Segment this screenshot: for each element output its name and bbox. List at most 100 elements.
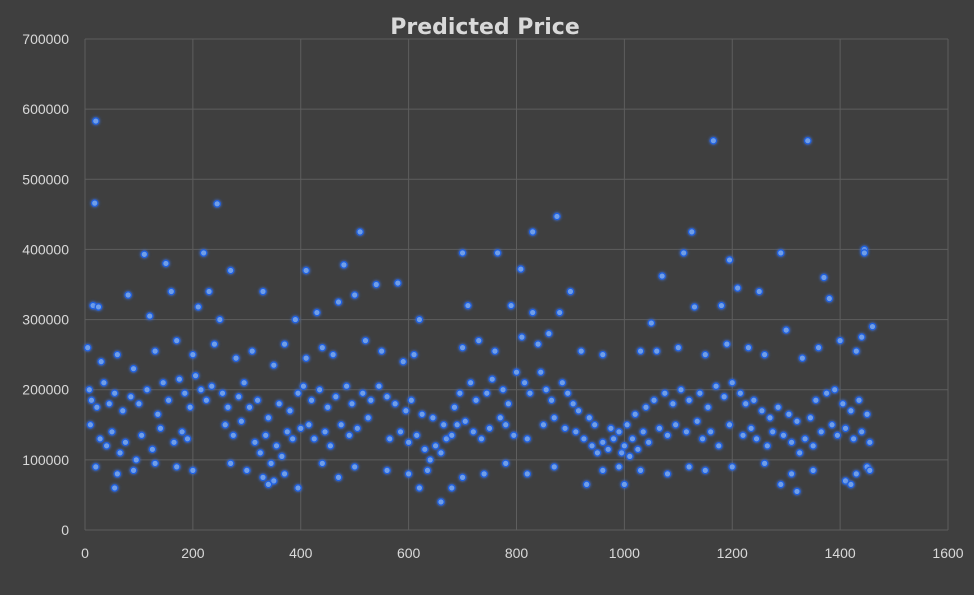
data-point (437, 498, 445, 506)
data-point (682, 427, 691, 436)
data-point (232, 354, 240, 362)
data-point (852, 470, 861, 478)
data-point (547, 396, 556, 405)
data-point (264, 480, 273, 489)
data-point (768, 427, 777, 436)
data-point (372, 280, 381, 289)
data-point (283, 427, 292, 436)
data-point (774, 403, 782, 412)
data-point (650, 396, 658, 405)
data-point (539, 420, 548, 429)
data-point (617, 449, 626, 457)
x-tick-label: 200 (181, 545, 205, 561)
data-point (364, 413, 372, 422)
data-point (461, 417, 470, 426)
data-point (91, 463, 100, 471)
data-point (118, 406, 127, 415)
data-point (728, 463, 737, 471)
data-point (375, 382, 383, 391)
data-point (693, 417, 701, 426)
data-point (407, 396, 416, 405)
y-tick-label: 0 (61, 522, 69, 538)
data-point (534, 340, 542, 348)
data-point (833, 431, 842, 440)
data-point (318, 459, 327, 468)
data-point (857, 427, 866, 436)
data-point (493, 249, 502, 257)
data-point (264, 413, 273, 422)
y-tick-label: 700000 (22, 31, 69, 47)
data-point (523, 435, 532, 443)
data-point (725, 420, 734, 429)
data-point (814, 343, 823, 352)
data-point (723, 340, 731, 348)
data-point (685, 463, 693, 471)
data-point (685, 396, 693, 405)
data-point (820, 273, 828, 282)
data-point (785, 410, 793, 419)
data-point (189, 350, 197, 359)
data-point (739, 431, 747, 440)
data-point (615, 427, 623, 436)
data-point (841, 477, 850, 485)
data-point (113, 470, 122, 478)
data-point (194, 303, 203, 311)
data-point (652, 347, 661, 355)
data-point (577, 347, 586, 355)
data-point (512, 368, 521, 376)
data-point (793, 487, 801, 496)
data-point (385, 435, 394, 443)
data-point (294, 389, 302, 398)
data-point (216, 315, 224, 324)
data-point (580, 435, 588, 443)
data-point (458, 343, 467, 352)
data-point (677, 385, 685, 394)
data-point (207, 382, 216, 391)
data-point (795, 449, 804, 457)
data-point (294, 484, 302, 492)
data-point (787, 470, 796, 478)
y-tick-label: 400000 (22, 241, 69, 257)
data-point (342, 382, 351, 391)
data-point (733, 284, 742, 292)
data-point (186, 403, 194, 412)
data-point (399, 357, 408, 366)
data-point (501, 459, 510, 468)
data-point (741, 399, 750, 408)
data-point (517, 265, 525, 273)
data-point (822, 389, 831, 398)
data-point (623, 420, 631, 429)
data-point (221, 420, 230, 429)
data-point (278, 452, 286, 461)
data-point (329, 350, 337, 359)
data-point (868, 322, 877, 331)
data-point (456, 389, 464, 398)
data-point (750, 396, 758, 405)
data-point (763, 442, 772, 450)
data-point (558, 378, 567, 387)
data-point (728, 378, 737, 387)
data-point (87, 396, 96, 405)
data-point (272, 442, 281, 450)
data-point (137, 431, 146, 440)
data-point (661, 389, 669, 398)
data-point (415, 315, 424, 324)
data-point (499, 385, 507, 394)
data-point (404, 438, 413, 447)
data-point (197, 385, 205, 394)
data-point (501, 420, 510, 429)
data-point (779, 431, 788, 440)
data-point (631, 410, 639, 419)
data-point (243, 466, 251, 475)
x-tick-label: 1000 (609, 545, 640, 561)
data-point (302, 266, 310, 275)
data-point (199, 249, 208, 257)
data-point (687, 228, 696, 236)
data-point (574, 406, 583, 415)
data-point (758, 406, 766, 415)
data-point (447, 431, 456, 440)
data-point (210, 340, 219, 348)
data-point (855, 396, 863, 405)
data-point (332, 392, 340, 401)
